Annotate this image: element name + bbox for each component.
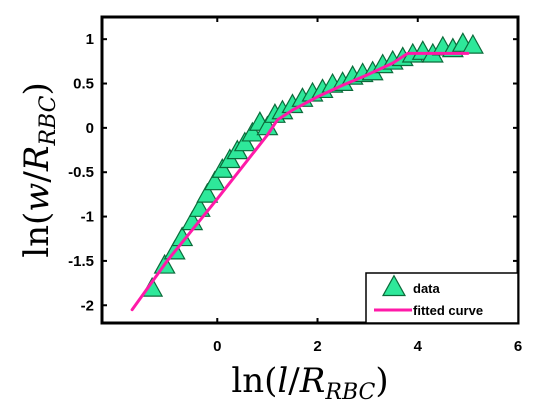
x-axis-label: ln(l/RRBC) — [231, 361, 388, 405]
y-tick-label: 1 — [86, 31, 94, 48]
y-tick-label: -2 — [81, 297, 94, 314]
data-point — [188, 197, 211, 217]
legend: data fitted curve — [365, 272, 519, 324]
plot-frame — [100, 15, 520, 325]
data-point — [211, 158, 234, 178]
y-tick-label: 0 — [86, 120, 94, 137]
y-tick-label: -1 — [81, 209, 94, 226]
y-tick-label: -0.5 — [68, 164, 94, 181]
data-point — [196, 182, 219, 203]
y-axis-ticks: -2 -1.5 -1 -0.5 0 0.5 1 — [68, 31, 518, 314]
fitted-curve-series — [130, 51, 470, 312]
data-series — [141, 32, 484, 297]
x-tick-label: 6 — [514, 338, 522, 355]
data-point — [203, 170, 226, 191]
legend-label-fitted-curve: fitted curve — [413, 303, 483, 318]
legend-data-marker — [381, 274, 407, 297]
data-point — [461, 33, 484, 54]
data-point — [241, 121, 264, 142]
y-tick-label: -1.5 — [68, 253, 94, 270]
x-tick-label: 4 — [414, 338, 423, 355]
fitted-curve-line — [130, 51, 470, 312]
x-tick-label: 2 — [313, 338, 321, 355]
data-point — [233, 131, 256, 152]
y-tick-label: 0.5 — [73, 76, 94, 93]
legend-label-data: data — [413, 281, 441, 296]
x-tick-label: 0 — [213, 338, 221, 355]
y-axis-label: ln(w/RRBC) — [17, 82, 61, 257]
